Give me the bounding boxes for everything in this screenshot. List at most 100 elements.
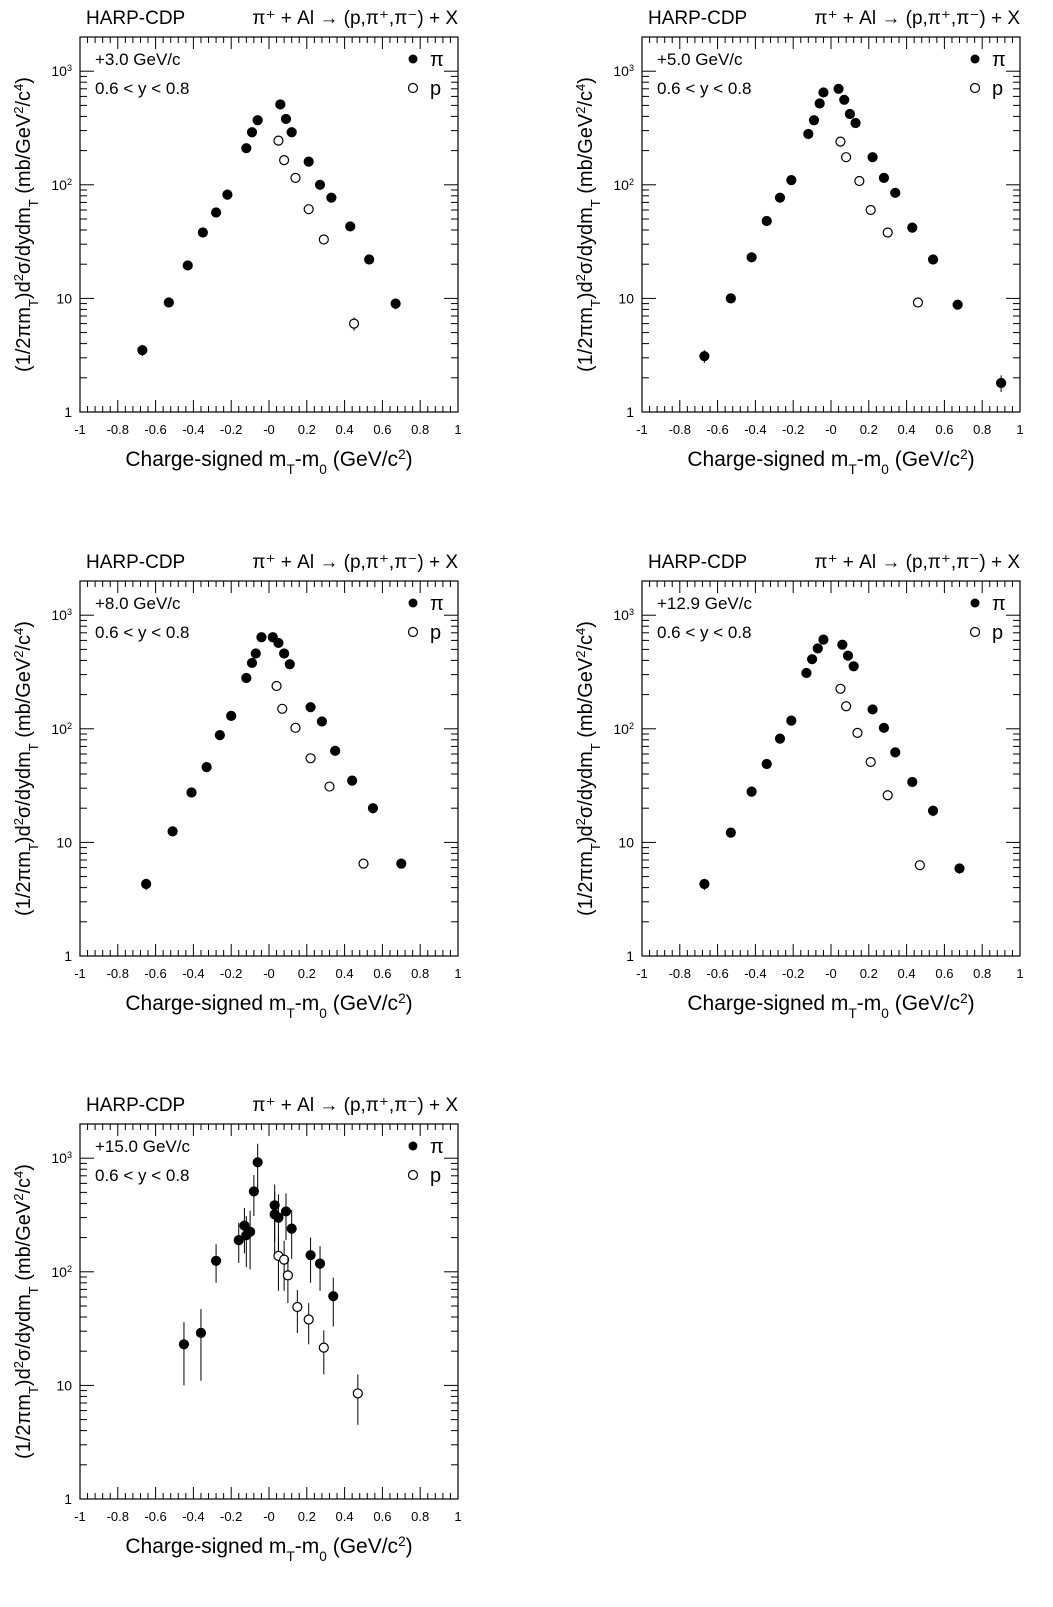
data-point-pi <box>256 632 267 643</box>
data-point-pi <box>316 716 328 727</box>
x-tick-label: 1 <box>454 966 461 981</box>
data-point-pi <box>314 1258 326 1269</box>
x-tick-label: 0.6 <box>373 966 391 981</box>
x-tick-label: 0.6 <box>935 966 953 981</box>
data-point-pi <box>995 377 1007 389</box>
y-axis-title: (1/2πmT)d2σ/dydmT (mb/GeV2/c4) <box>11 621 41 916</box>
data-point-pi <box>330 745 341 756</box>
data-point-pi <box>367 803 379 814</box>
y-tick-label: 1 <box>626 404 634 420</box>
data-point-p <box>271 680 282 692</box>
legend-marker-filled <box>408 54 418 64</box>
y-tick-label: 103 <box>613 607 634 623</box>
data-point-pi <box>867 152 878 163</box>
data-point-pi <box>842 650 854 661</box>
chart-panel-2: HARP-CDP π⁺ + Al → (p,π⁺,π⁻) + X -1 -0.8 -0.… <box>573 8 1024 477</box>
legend-label-p: p <box>992 78 1003 100</box>
y-tick-label: 10 <box>618 834 634 850</box>
legend-marker-filled <box>970 54 980 64</box>
data-point-pi <box>774 733 786 744</box>
data-point-pi <box>286 127 297 138</box>
data-point-pi <box>246 657 258 669</box>
x-tick-label: 0.4 <box>898 966 916 981</box>
x-tick-label: -1 <box>74 422 86 437</box>
rapidity-label: 0.6 < y < 0.8 <box>657 623 752 642</box>
x-tick-label: 0.2 <box>860 422 878 437</box>
data-point-pi <box>314 179 326 190</box>
data-point-pi <box>878 722 890 733</box>
data-point-pi <box>303 156 314 167</box>
data-point-pi <box>284 659 295 670</box>
x-tick-label: 0.2 <box>298 422 316 437</box>
data-point-p <box>290 722 301 733</box>
x-axis-title: Charge-signed mT-m0 (GeV/c2) <box>687 447 974 477</box>
legend-label-pi: π <box>992 593 1006 615</box>
data-point-pi <box>241 672 252 684</box>
y-tick-label: 10 <box>56 1377 72 1393</box>
data-point-pi <box>245 1226 256 1237</box>
x-tick-label: -0.6 <box>144 966 166 981</box>
y-tick-label: 102 <box>51 177 72 193</box>
data-point-pi <box>746 786 757 797</box>
rapidity-label: 0.6 < y < 0.8 <box>95 1166 190 1185</box>
data-point-p <box>865 756 876 768</box>
legend-marker-filled <box>408 598 418 608</box>
data-point-pi <box>275 99 286 110</box>
x-tick-label: -0.8 <box>107 422 129 437</box>
x-tick-label: 1 <box>454 422 461 437</box>
data-point-pi <box>818 634 829 645</box>
data-point-pi <box>305 702 316 713</box>
legend-label-p: p <box>430 622 441 644</box>
x-tick-label: -0 <box>825 966 837 981</box>
x-tick-label: -0.2 <box>782 422 804 437</box>
data-point-p <box>882 790 893 801</box>
x-tick-label: -0 <box>825 422 837 437</box>
y-tick-label: 103 <box>613 63 634 79</box>
data-point-pi <box>347 775 358 786</box>
data-point-pi <box>390 298 401 309</box>
legend-label-pi: π <box>430 49 444 71</box>
x-tick-label: -0.2 <box>220 1509 242 1524</box>
data-point-pi <box>195 1327 207 1338</box>
x-tick-label: 0.8 <box>973 422 991 437</box>
data-point-pi <box>141 878 152 890</box>
reaction-label: π⁺ + Al → (p,π⁺,π⁻) + X <box>814 552 1020 573</box>
reaction-label: π⁺ + Al → (p,π⁺,π⁻) + X <box>252 552 458 573</box>
chart-panel-3: HARP-CDP π⁺ + Al → (p,π⁺,π⁻) + X -1 -0.8 -0.… <box>11 552 462 1021</box>
data-point-p <box>352 1388 363 1399</box>
x-tick-label: 0.4 <box>336 966 354 981</box>
data-point-p <box>841 152 852 163</box>
data-point-pi <box>808 115 820 126</box>
momentum-label: +8.0 GeV/c <box>95 594 181 613</box>
x-tick-label: -0 <box>263 422 275 437</box>
momentum-label: +15.0 GeV/c <box>95 1137 190 1156</box>
data-point-pi <box>806 654 818 665</box>
data-point-pi <box>890 747 901 758</box>
chart-panel-5: HARP-CDP π⁺ + Al → (p,π⁺,π⁻) + X -1 -0.8 -0.… <box>11 1095 462 1564</box>
data-point-pi <box>927 805 939 816</box>
data-point-pi <box>280 113 292 125</box>
x-tick-label: -0.6 <box>706 422 728 437</box>
x-tick-label: 0.4 <box>336 1509 354 1524</box>
y-tick-label: 103 <box>51 1150 72 1166</box>
data-point-p <box>318 1342 329 1353</box>
chart-panel-1: HARP-CDP π⁺ + Al → (p,π⁺,π⁻) + X -1 -0.8 -0.… <box>11 8 462 477</box>
x-tick-label: 0.8 <box>411 1509 429 1524</box>
data-point-pi <box>252 115 263 126</box>
data-point-pi <box>927 254 939 265</box>
data-point-pi <box>844 108 856 120</box>
data-point-pi <box>725 293 736 304</box>
data-point-pi <box>246 127 258 138</box>
reaction-label: π⁺ + Al → (p,π⁺,π⁻) + X <box>252 1095 458 1116</box>
data-point-p <box>318 234 329 245</box>
x-tick-label: -0.4 <box>182 966 204 981</box>
data-point-pi <box>214 730 225 741</box>
x-tick-label: 0.4 <box>336 422 354 437</box>
legend-marker-filled <box>970 598 980 608</box>
x-tick-label: -1 <box>636 966 648 981</box>
data-point-pi <box>248 1186 259 1197</box>
y-axis-title: (1/2πmT)d2σ/dydmT (mb/GeV2/c4) <box>11 1164 41 1459</box>
legend-marker-open <box>969 82 981 94</box>
data-point-pi <box>850 117 861 129</box>
data-point-pi <box>233 1235 244 1246</box>
